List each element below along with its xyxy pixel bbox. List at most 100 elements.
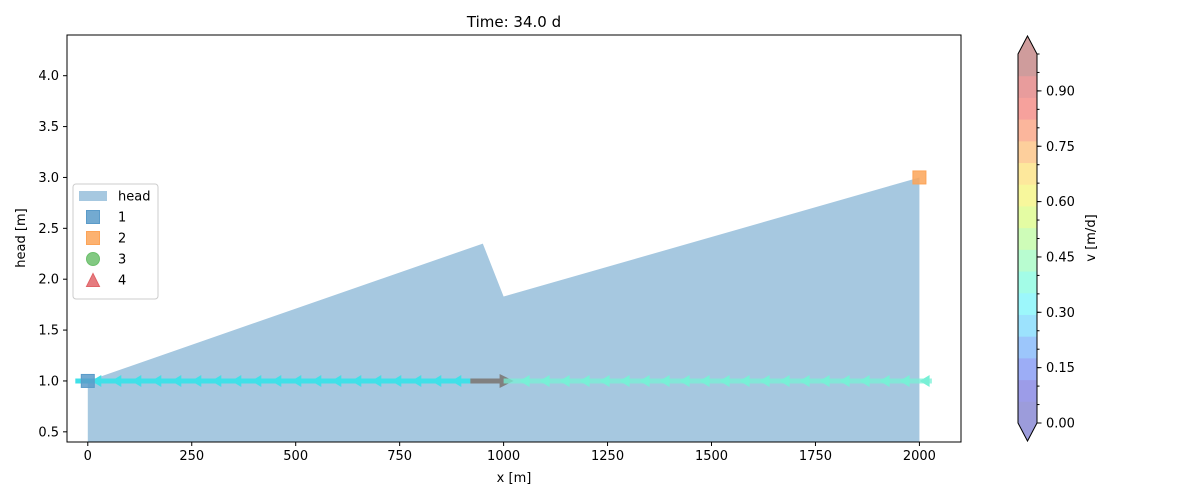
- legend-label: 3: [118, 253, 126, 268]
- flow-arrow: [311, 374, 322, 387]
- flow-arrow: [599, 374, 610, 387]
- flow-arrow: [839, 374, 850, 387]
- colorbar-band: [1018, 357, 1037, 381]
- colorbar-tick-label: 0.45: [1046, 250, 1075, 265]
- x-tick-label: 1000: [487, 449, 520, 464]
- flow-arrow: [859, 374, 870, 387]
- y-tick-label: 4.0: [38, 69, 59, 84]
- flow-arrow: [919, 374, 930, 387]
- flow-arrow: [579, 374, 590, 387]
- x-tick-label: 750: [387, 449, 412, 464]
- y-tick-label: 2.5: [38, 222, 59, 237]
- colorbar-band: [1018, 75, 1037, 98]
- y-axis-label: head [m]: [14, 208, 29, 267]
- colorbar-band: [1018, 140, 1037, 164]
- y-tick-label: 1.5: [38, 324, 59, 339]
- flow-arrow: [619, 374, 630, 387]
- colorbar-label: v [m/d]: [1084, 214, 1099, 261]
- colorbar-band: [1018, 119, 1037, 142]
- flow-arrow: [719, 374, 730, 387]
- flow-arrow: [211, 374, 222, 387]
- x-tick-label: 0: [84, 449, 92, 464]
- flow-arrow: [739, 374, 750, 387]
- colorbar-tick-label: 0.30: [1046, 306, 1075, 321]
- flow-arrow: [699, 374, 710, 387]
- y-tick-label: 3.0: [38, 171, 59, 186]
- flow-arrow: [131, 374, 142, 387]
- flow-arrow: [779, 374, 790, 387]
- flow-arrow: [431, 374, 442, 387]
- colorbar-tick-label: 0.60: [1046, 195, 1075, 210]
- colorbar-band: [1018, 227, 1037, 250]
- legend-label: head: [118, 190, 150, 205]
- legend-marker-1: [86, 210, 100, 224]
- colorbar-extend-top: [1018, 36, 1037, 54]
- flow-arrow: [231, 374, 242, 387]
- legend-label: 1: [118, 211, 126, 226]
- x-axis-label: x [m]: [497, 471, 532, 486]
- legend-label: 2: [118, 232, 126, 247]
- flow-arrow: [331, 374, 342, 387]
- flow-arrow: [91, 374, 102, 387]
- flow-arrow: [151, 374, 162, 387]
- y-tick-label: 1.0: [38, 374, 59, 389]
- marker-1: [80, 373, 95, 388]
- flow-arrow: [191, 374, 202, 387]
- legend-marker-4: [85, 272, 101, 287]
- flow-arrow: [271, 374, 282, 387]
- flow-arrow: [351, 374, 362, 387]
- legend-swatch-head: [79, 191, 107, 201]
- colorbar-band: [1018, 401, 1037, 424]
- colorbar-tick-label: 0.90: [1046, 84, 1075, 99]
- colorbar-band: [1018, 162, 1037, 185]
- colorbar-band: [1018, 184, 1037, 207]
- flow-arrow: [799, 374, 810, 387]
- y-tick-label: 0.5: [38, 425, 59, 440]
- colorbar-band: [1018, 379, 1037, 402]
- flow-arrow: [171, 374, 182, 387]
- y-tick-label: 2.0: [38, 273, 59, 288]
- colorbar: 0.00 0.15 0.30 0.45 0.60 0.75 0.90: [1017, 34, 1075, 443]
- flow-arrow: [391, 374, 402, 387]
- legend-marker-2: [86, 231, 100, 245]
- legend: head 1 2 3 4: [72, 183, 159, 300]
- colorbar-band: [1018, 336, 1037, 359]
- legend-marker-3: [86, 252, 100, 266]
- flow-arrow: [559, 374, 570, 387]
- x-tick-label: 2000: [903, 449, 936, 464]
- flow-arrow: [111, 374, 122, 387]
- colorbar-band: [1018, 249, 1037, 272]
- flow-arrow: [291, 374, 302, 387]
- flow-arrow: [659, 374, 670, 387]
- flow-arrow: [819, 374, 830, 387]
- flow-arrow: [679, 374, 690, 387]
- flow-arrow: [759, 374, 770, 387]
- plot-frame: [66, 34, 962, 443]
- colorbar-extend-bottom: [1018, 423, 1037, 441]
- flow-arrow: [539, 374, 550, 387]
- flow-arrow: [879, 374, 890, 387]
- y-tick-label: 3.5: [38, 120, 59, 135]
- colorbar-band: [1018, 314, 1037, 337]
- colorbar-band: [1018, 292, 1037, 315]
- colorbar-tick-label: 0.75: [1046, 140, 1075, 155]
- legend-label: 4: [118, 274, 126, 289]
- flow-arrow: [639, 374, 650, 387]
- flow-arrow: [251, 374, 262, 387]
- flow-arrow: [899, 374, 910, 387]
- x-tick-label: 250: [179, 449, 204, 464]
- colorbar-tick-label: 0.00: [1046, 417, 1075, 432]
- colorbar-band: [1018, 205, 1037, 229]
- flow-arrow: [371, 374, 382, 387]
- colorbar-band: [1018, 97, 1037, 120]
- x-tick-label: 1750: [799, 449, 832, 464]
- plot-area: [66, 34, 962, 443]
- flow-arrow: [411, 374, 422, 387]
- marker-2: [912, 170, 927, 185]
- flow-arrow: [519, 374, 530, 387]
- x-tick-label: 500: [283, 449, 308, 464]
- chart-title: Time: 34.0 d: [466, 13, 561, 31]
- flow-arrow: [451, 374, 462, 387]
- colorbar-tick-label: 0.15: [1046, 361, 1075, 376]
